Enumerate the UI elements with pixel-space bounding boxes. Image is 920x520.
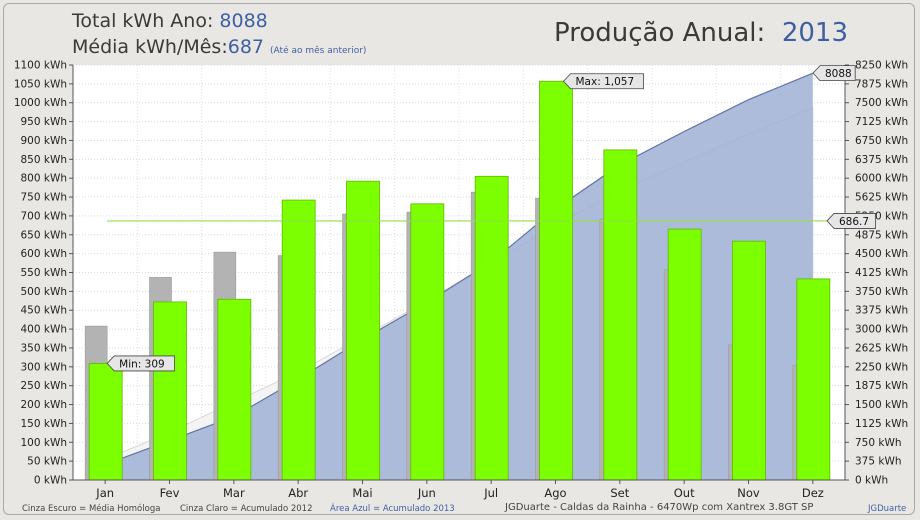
x-tick-label: Mai [352,486,372,500]
right-tick-label: 2625 kWh [855,342,908,354]
x-tick-label: Ago [544,486,566,500]
right-tick-label: 3750 kWh [855,286,908,298]
monthly-production-bar [410,203,445,481]
x-tick-label: Out [674,486,695,500]
x-tick-label: Jun [417,486,436,500]
right-tick-label: 6750 kWh [855,135,908,147]
axes-layer: 0 kWh 50 kWh 100 kWh 150 kWh 200 kWh 250 kWh 3… [14,60,908,501]
right-tick-label: 750 kWh [855,437,902,449]
legend-light-gray: Cinza Claro = Acumulado 2012 [180,504,313,514]
monthly-production-bar [796,278,831,481]
left-tick-label: 950 kWh [21,116,68,128]
left-tick-label: 1000 kWh [14,97,67,109]
footer-site: JGDuarte - Caldas da Rainha - 6470Wp com… [505,502,814,513]
total-kwh-value: 8088 [219,10,268,32]
right-tick-label: 4500 kWh [855,248,908,260]
annotations-layer: Max: 1,057 Min: 309 686.7 8088 [106,65,876,372]
monthly-production-bar [539,80,573,481]
left-tick-label: 650 kWh [21,229,68,241]
right-tick-label: 4125 kWh [855,267,908,279]
footer: Cinza Escuro = Média Homóloga Cinza Clar… [0,500,920,518]
max-annotation-box [562,73,644,90]
left-tick-label: 50 kWh [27,456,67,468]
left-tick-label: 600 kWh [21,248,68,260]
right-tick-label: 0 kWh [855,475,888,487]
left-tick-label: 1050 kWh [14,78,67,90]
right-tick-label: 3375 kWh [855,305,908,317]
left-tick-label: 0 kWh [34,475,67,487]
left-tick-label: 100 kWh [21,437,68,449]
min-annotation-box [106,355,175,372]
right-tick-label: 1500 kWh [855,399,908,411]
left-tick-label: 450 kWh [21,305,68,317]
monthly-production-bar [667,228,702,481]
average-kwh-value: 687 [227,36,264,58]
left-tick-label: 900 kWh [21,135,68,147]
left-tick-label: 1100 kWh [14,60,67,72]
x-tick-label: Abr [288,486,308,500]
average-kwh-month: Média kWh/Mês:687 (Até ao mês anterior) [72,36,366,58]
monthly-production-bar [88,363,123,481]
left-tick-label: 350 kWh [21,342,68,354]
average-kwh-label: Média kWh/Mês: [72,36,228,58]
left-tick-label: 400 kWh [21,324,68,336]
x-tick-label: Fev [160,486,180,500]
monthly-production-bar [153,301,187,481]
monthly-production-bar [217,298,252,481]
left-tick-label: 750 kWh [21,192,68,204]
right-tick-label: 6000 kWh [855,173,908,185]
max-annotation: Max: 1,057 [576,76,635,88]
left-tick-label: 300 kWh [21,361,68,373]
left-tick-label: 700 kWh [21,210,68,222]
legend-blue-area: Área Azul = Acumulado 2013 [330,504,455,514]
average-annotation: 686.7 [839,216,869,228]
left-tick-label: 550 kWh [21,267,68,279]
left-tick-label: 200 kWh [21,399,68,411]
left-tick-label: 250 kWh [21,380,68,392]
right-tick-label: 4875 kWh [855,229,908,241]
monthly-production-bar [281,199,316,481]
monthly-production-bar [346,180,380,481]
right-tick-label: 2250 kWh [855,361,908,373]
right-tick-label: 1125 kWh [855,418,908,430]
chart-title-year: 2013 [781,18,848,48]
right-tick-label: 6375 kWh [855,154,908,166]
right-tick-label: 3000 kWh [855,324,908,336]
right-tick-label: 7500 kWh [855,97,908,109]
footer-credit: JGDuarte [868,504,907,514]
left-tick-label: 150 kWh [21,418,68,430]
right-tick-label: 7875 kWh [855,78,908,90]
x-tick-label: Dez [802,486,824,500]
x-tick-label: Mar [223,486,245,500]
chart-title: Produção Anual: 2013 [554,18,848,48]
x-tick-label: Jan [95,486,114,500]
x-tick-label: Nov [737,486,760,500]
total-annotation: 8088 [825,68,852,80]
left-tick-label: 800 kWh [21,173,68,185]
x-tick-label: Set [610,486,629,500]
min-annotation: Min: 309 [119,358,165,370]
average-annotation-box [826,213,876,229]
right-tick-label: 1875 kWh [855,380,908,392]
chart-title-label: Produção Anual: [554,18,766,48]
monthly-production-bar [732,240,766,481]
x-tick-label: Jul [483,486,498,500]
left-tick-label: 500 kWh [21,286,68,298]
average-note: (Até ao mês anterior) [270,46,367,56]
total-kwh-year: Total kWh Ano: 8088 [72,10,268,32]
total-annotation-box [812,65,856,82]
right-tick-label: 7125 kWh [855,116,908,128]
right-tick-label: 5625 kWh [855,192,908,204]
monthly-production-bar [603,149,638,481]
right-tick-label: 8250 kWh [855,60,908,72]
monthly-production-bar [474,175,509,481]
legend-dark-gray: Cinza Escuro = Média Homóloga [22,504,161,514]
total-kwh-label: Total kWh Ano: [72,10,214,32]
right-tick-label: 375 kWh [855,456,902,468]
left-tick-label: 850 kWh [21,154,68,166]
